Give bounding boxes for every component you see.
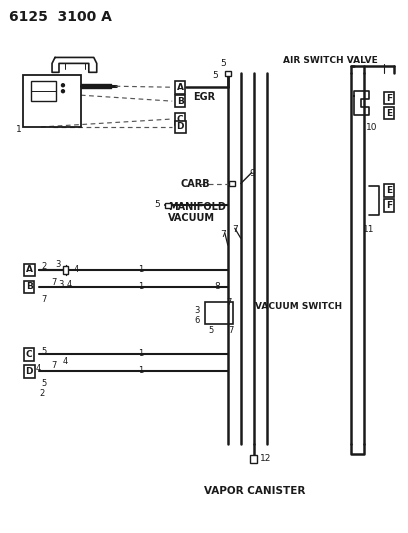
Text: 5: 5	[41, 348, 47, 357]
Text: EGR: EGR	[193, 92, 215, 102]
Text: 6125  3100 A: 6125 3100 A	[9, 10, 112, 24]
Text: 4: 4	[36, 365, 41, 373]
Text: A: A	[26, 265, 33, 274]
Text: 6: 6	[195, 316, 200, 325]
Text: 5: 5	[208, 326, 213, 335]
Text: VACUUM SWITCH: VACUUM SWITCH	[255, 302, 342, 311]
Text: 1: 1	[16, 125, 22, 134]
Text: 1: 1	[138, 265, 143, 274]
Text: 7: 7	[51, 278, 56, 287]
Text: 7: 7	[41, 295, 47, 304]
Text: 4: 4	[67, 280, 72, 289]
Text: F: F	[386, 94, 392, 103]
Text: 7: 7	[220, 230, 226, 239]
Text: 7: 7	[51, 361, 56, 370]
Text: 4: 4	[74, 265, 79, 274]
Text: VAPOR CANISTER: VAPOR CANISTER	[204, 487, 305, 497]
Text: C: C	[177, 115, 184, 124]
Text: VACUUM: VACUUM	[168, 213, 215, 223]
Bar	[205, 302, 233, 324]
Text: 3: 3	[55, 260, 61, 269]
Text: A: A	[177, 83, 184, 92]
Text: 2: 2	[39, 389, 44, 398]
Bar	[250, 455, 257, 463]
Bar	[23, 75, 81, 127]
Text: F: F	[386, 201, 392, 210]
Bar	[229, 181, 235, 186]
Text: C: C	[26, 350, 33, 359]
Text: 12: 12	[259, 454, 271, 463]
Circle shape	[62, 84, 64, 87]
Text: B: B	[26, 282, 33, 292]
Text: 1: 1	[138, 350, 143, 358]
Text: E: E	[386, 109, 392, 118]
Text: D: D	[176, 123, 184, 132]
Text: 3: 3	[195, 306, 200, 314]
Text: 5: 5	[212, 71, 218, 80]
Text: 5: 5	[155, 200, 160, 209]
Text: 9: 9	[250, 168, 255, 177]
Text: 8: 8	[214, 282, 220, 291]
Text: 1: 1	[138, 282, 143, 291]
Text: 2: 2	[41, 262, 47, 271]
Circle shape	[62, 90, 64, 93]
Text: CARB: CARB	[180, 179, 210, 189]
Text: D: D	[25, 367, 33, 376]
Text: 7: 7	[228, 326, 233, 335]
Text: 10: 10	[366, 123, 377, 132]
Text: 4: 4	[63, 358, 68, 366]
Text: 11: 11	[363, 225, 375, 235]
Bar	[64, 266, 69, 274]
Text: E: E	[386, 186, 392, 195]
Text: 7: 7	[226, 298, 231, 307]
Text: 7: 7	[232, 225, 237, 235]
Text: 1: 1	[138, 366, 143, 375]
Text: B: B	[177, 96, 184, 106]
Text: MANIFOLD: MANIFOLD	[168, 203, 226, 213]
Bar	[31, 81, 56, 101]
Text: 5: 5	[41, 379, 47, 388]
Bar	[165, 203, 171, 208]
Text: 5: 5	[220, 59, 226, 68]
Bar	[225, 71, 231, 76]
Text: AIR SWITCH VALVE: AIR SWITCH VALVE	[284, 56, 378, 66]
Text: 3: 3	[58, 280, 63, 289]
